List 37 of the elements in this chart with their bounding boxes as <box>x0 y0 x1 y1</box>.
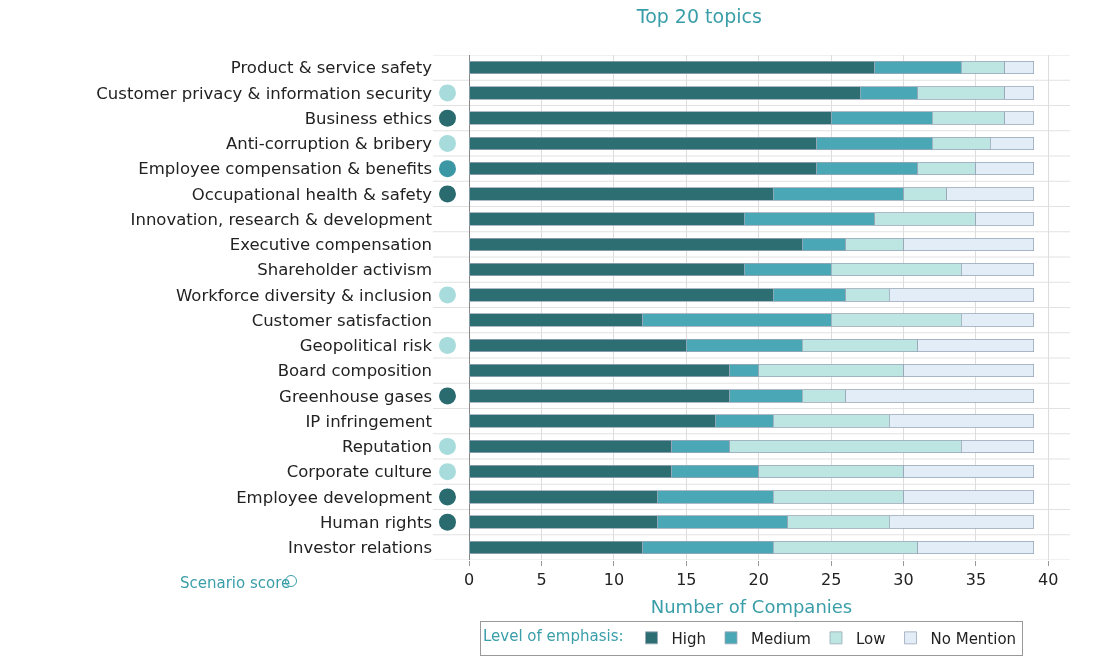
legend-title: Level of emphasis: <box>483 627 624 646</box>
x-tick-label: 20 <box>748 570 769 590</box>
legend-label: High <box>671 629 706 648</box>
x-tick-label: 30 <box>893 570 914 590</box>
y-tick-label: Workforce diversity & inclusion <box>176 285 432 305</box>
y-tick-label: Geopolitical risk <box>299 336 433 356</box>
x-tick-label: 15 <box>676 570 697 590</box>
x-tick-label: 40 <box>1038 570 1059 590</box>
y-tick-label: Corporate culture <box>286 462 432 482</box>
x-axis-title: Number of Companies <box>650 596 853 618</box>
y-tick-label: Innovation, research & development <box>130 209 433 229</box>
y-tick-label: Employee compensation & benefits <box>138 159 432 179</box>
y-tick-label: Investor relations <box>288 538 432 558</box>
y-tick-label: Employee development <box>236 487 433 507</box>
y-tick-label: Executive compensation <box>229 235 432 255</box>
x-tick-label: 10 <box>603 570 625 590</box>
x-tick-label: 25 <box>820 570 842 590</box>
legend-label: No Mention <box>930 629 1017 648</box>
x-tick-label: 0 <box>464 570 475 590</box>
y-tick-label: Business ethics <box>304 108 432 128</box>
y-tick-label: Product & service safety <box>230 58 433 78</box>
y-tick-label: Customer privacy & information security <box>96 83 433 103</box>
chart-title: Top 20 topics <box>635 5 762 28</box>
y-tick-label: Customer satisfaction <box>251 310 432 330</box>
y-tick-label: Shareholder activism <box>257 260 432 280</box>
y-tick-label: Anti-corruption & bribery <box>225 134 433 154</box>
y-tick-label: Occupational health & safety <box>191 184 433 204</box>
y-tick-label: IP infringement <box>305 411 433 431</box>
x-tick-label: 5 <box>536 570 547 590</box>
y-tick-label: Greenhouse gases <box>279 386 432 406</box>
y-tick-label: Reputation <box>342 437 432 457</box>
text: Scenario score <box>180 574 291 592</box>
y-tick-label: Board composition <box>277 361 432 381</box>
y-tick-label: Human rights <box>319 512 432 532</box>
legend-label: Medium <box>751 629 811 648</box>
x-tick-label: 35 <box>965 570 987 590</box>
legend-label: Low <box>855 629 886 648</box>
